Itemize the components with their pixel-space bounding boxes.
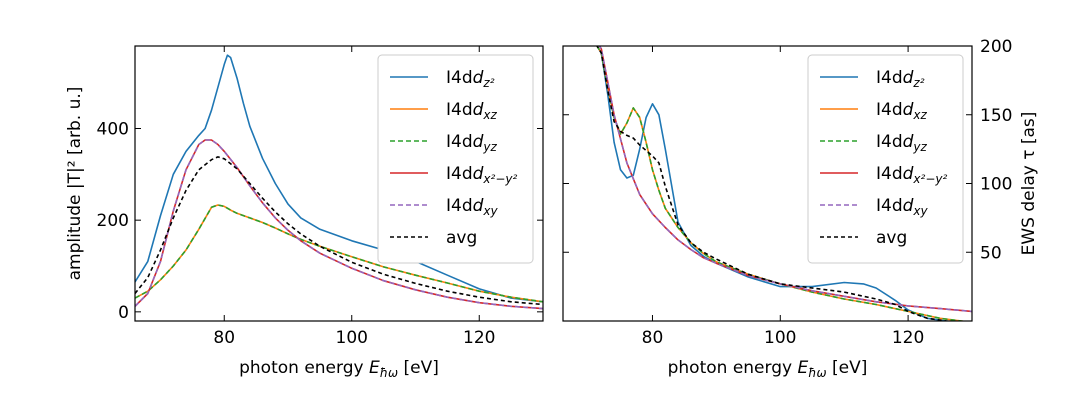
legend-label: I4ddxz — [446, 100, 498, 122]
legend-label: I4ddx²−y² — [876, 164, 947, 186]
x-tick-label: 120 — [463, 328, 495, 348]
x-tick-label: 80 — [642, 328, 664, 348]
y-tick-label: 0 — [118, 303, 129, 323]
legend-label: I4ddx²−y² — [446, 164, 517, 186]
legend-label: I4ddz² — [876, 68, 925, 90]
legend: I4ddz² I4ddxz I4ddyz I4ddx²−y² I4ddxy avg — [807, 54, 964, 264]
x-tick-label: 120 — [892, 328, 924, 348]
legend-label: I4ddxy — [446, 196, 499, 218]
series-line-avg-5 — [596, 46, 954, 321]
y-tick-label: 100 — [980, 175, 1012, 195]
legend-box — [807, 54, 964, 264]
legend-label: I4ddxy — [876, 196, 929, 218]
legend-label: I4ddxz — [876, 100, 928, 122]
y-tick-label: 150 — [980, 106, 1012, 126]
legend: I4ddz² I4ddxz I4ddyz I4ddx²−y² I4ddxy avg — [377, 54, 534, 264]
legend-label: I4ddyz — [876, 132, 928, 154]
plot-frame — [134, 45, 544, 322]
legend-label: I4ddz² — [446, 68, 495, 90]
right-panel-ews-delay: 80 100 120 50 100 150 200 photon energy Eħω [eV… — [562, 37, 1039, 380]
x-axis-label: photon energy Eħω [eV] — [668, 358, 868, 380]
y-tick-label: 50 — [980, 243, 1002, 263]
x-tick-label: 80 — [213, 328, 235, 348]
x-tick-label: 100 — [336, 328, 368, 348]
y-axis-label: amplitude |T|² [arb. u.] — [65, 87, 85, 281]
x-axis-label: photon energy Eħω [eV] — [239, 358, 439, 380]
legend-box — [377, 54, 534, 264]
x-tick-label: 100 — [764, 328, 796, 348]
left-panel-amplitude: 80 100 120 0 200 400 photon energy Eħω [eV] amp… — [65, 45, 544, 380]
series-group — [596, 46, 972, 321]
series-line-i4dxy-4 — [135, 139, 543, 310]
series-line-i4dyz-2 — [596, 46, 968, 321]
series-line-i4dz-0 — [596, 46, 952, 321]
series-line-avg-5 — [135, 156, 543, 306]
series-line-i4dxy-4 — [598, 46, 972, 313]
y-tick-label: 200 — [97, 211, 129, 231]
y-axis-label: EWS delay τ [as] — [1019, 112, 1039, 256]
legend-label: avg — [446, 228, 477, 248]
y-tick-label: 400 — [97, 120, 129, 140]
series-line-i4dyz-2 — [135, 204, 543, 303]
legend-label: avg — [876, 228, 907, 248]
legend-label: I4ddyz — [446, 132, 498, 154]
y-tick-label: 200 — [980, 37, 1012, 57]
